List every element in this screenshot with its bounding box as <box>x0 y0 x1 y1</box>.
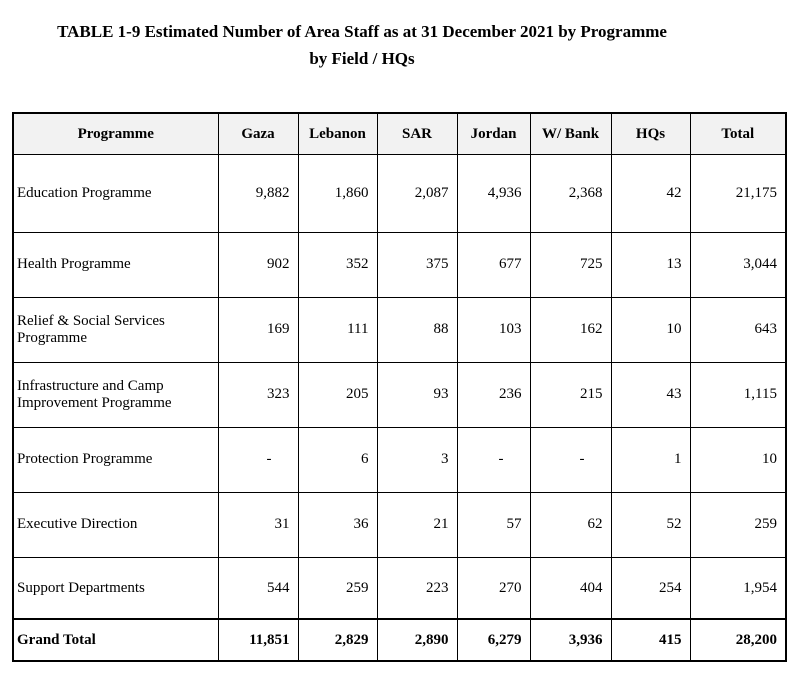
column-header-wbank: W/ Bank <box>529 112 612 155</box>
value-cell: 31 <box>217 491 299 558</box>
value-cell: 2,829 <box>297 618 378 662</box>
value-cell: 323 <box>217 361 299 428</box>
value-cell: 236 <box>456 361 531 428</box>
value-cell: - <box>456 426 531 493</box>
value-cell: 1,860 <box>297 153 378 233</box>
value-cell: 2,890 <box>376 618 458 662</box>
value-cell: 9,882 <box>217 153 299 233</box>
value-cell: 36 <box>297 491 378 558</box>
value-cell: 10 <box>689 426 787 493</box>
value-cell: 88 <box>376 296 458 363</box>
value-cell: 259 <box>689 491 787 558</box>
value-cell: 677 <box>456 231 531 298</box>
value-cell: 13 <box>610 231 691 298</box>
value-cell: 415 <box>610 618 691 662</box>
value-cell: 162 <box>529 296 612 363</box>
value-cell: 21,175 <box>689 153 787 233</box>
table-row-infrastructure: Infrastructure and Camp Improvement Prog… <box>12 361 787 428</box>
column-header-lebanon: Lebanon <box>297 112 378 155</box>
value-cell: 254 <box>610 556 691 620</box>
value-cell: 2,368 <box>529 153 612 233</box>
value-cell: 93 <box>376 361 458 428</box>
programme-cell: Protection Programme <box>12 426 219 493</box>
value-cell: 902 <box>217 231 299 298</box>
value-cell: 111 <box>297 296 378 363</box>
value-cell: 725 <box>529 231 612 298</box>
value-cell: 11,851 <box>217 618 299 662</box>
value-cell: 10 <box>610 296 691 363</box>
value-cell: 3,044 <box>689 231 787 298</box>
programme-cell: Health Programme <box>12 231 219 298</box>
value-cell: 52 <box>610 491 691 558</box>
value-cell: 21 <box>376 491 458 558</box>
value-cell: - <box>217 426 299 493</box>
programme-cell: Executive Direction <box>12 491 219 558</box>
table-row-grand-total: Grand Total 11,851 2,829 2,890 6,279 3,9… <box>12 618 787 662</box>
table-row-relief: Relief & Social Services Programme 169 1… <box>12 296 787 363</box>
value-cell: - <box>529 426 612 493</box>
page-title-line2: by Field / HQs <box>309 49 415 69</box>
table-row-health: Health Programme 902 352 375 677 725 13 … <box>12 231 787 298</box>
programme-cell: Grand Total <box>12 618 219 662</box>
table-row-protection: Protection Programme - 6 3 - - 1 10 <box>12 426 787 493</box>
programme-cell: Support Departments <box>12 556 219 620</box>
value-cell: 215 <box>529 361 612 428</box>
value-cell: 352 <box>297 231 378 298</box>
value-cell: 6,279 <box>456 618 531 662</box>
value-cell: 4,936 <box>456 153 531 233</box>
value-cell: 3,936 <box>529 618 612 662</box>
value-cell: 1 <box>610 426 691 493</box>
table-row-education: Education Programme 9,882 1,860 2,087 4,… <box>12 153 787 233</box>
value-cell: 62 <box>529 491 612 558</box>
value-cell: 1,954 <box>689 556 787 620</box>
value-cell: 259 <box>297 556 378 620</box>
value-cell: 2,087 <box>376 153 458 233</box>
column-header-hqs: HQs <box>610 112 691 155</box>
value-cell: 42 <box>610 153 691 233</box>
column-header-sar: SAR <box>376 112 458 155</box>
programme-cell: Education Programme <box>12 153 219 233</box>
value-cell: 103 <box>456 296 531 363</box>
value-cell: 3 <box>376 426 458 493</box>
value-cell: 223 <box>376 556 458 620</box>
value-cell: 404 <box>529 556 612 620</box>
column-header-gaza: Gaza <box>217 112 299 155</box>
page-title: TABLE 1-9 Estimated Number of Area Staff… <box>12 18 712 72</box>
value-cell: 643 <box>689 296 787 363</box>
area-staff-table: Programme Gaza Lebanon SAR Jordan W/ Ban… <box>12 112 787 663</box>
value-cell: 375 <box>376 231 458 298</box>
table-header-row: Programme Gaza Lebanon SAR Jordan W/ Ban… <box>12 112 787 155</box>
programme-cell: Infrastructure and Camp Improvement Prog… <box>12 361 219 428</box>
value-cell: 28,200 <box>689 618 787 662</box>
value-cell: 270 <box>456 556 531 620</box>
value-cell: 43 <box>610 361 691 428</box>
value-cell: 1,115 <box>689 361 787 428</box>
column-header-total: Total <box>689 112 787 155</box>
page-title-line1: TABLE 1-9 Estimated Number of Area Staff… <box>57 22 667 41</box>
value-cell: 205 <box>297 361 378 428</box>
value-cell: 57 <box>456 491 531 558</box>
table-row-support: Support Departments 544 259 223 270 404 … <box>12 556 787 620</box>
column-header-programme: Programme <box>12 112 219 155</box>
table-row-executive: Executive Direction 31 36 21 57 62 52 25… <box>12 491 787 558</box>
value-cell: 6 <box>297 426 378 493</box>
programme-cell: Relief & Social Services Programme <box>12 296 219 363</box>
column-header-jordan: Jordan <box>456 112 531 155</box>
value-cell: 544 <box>217 556 299 620</box>
value-cell: 169 <box>217 296 299 363</box>
